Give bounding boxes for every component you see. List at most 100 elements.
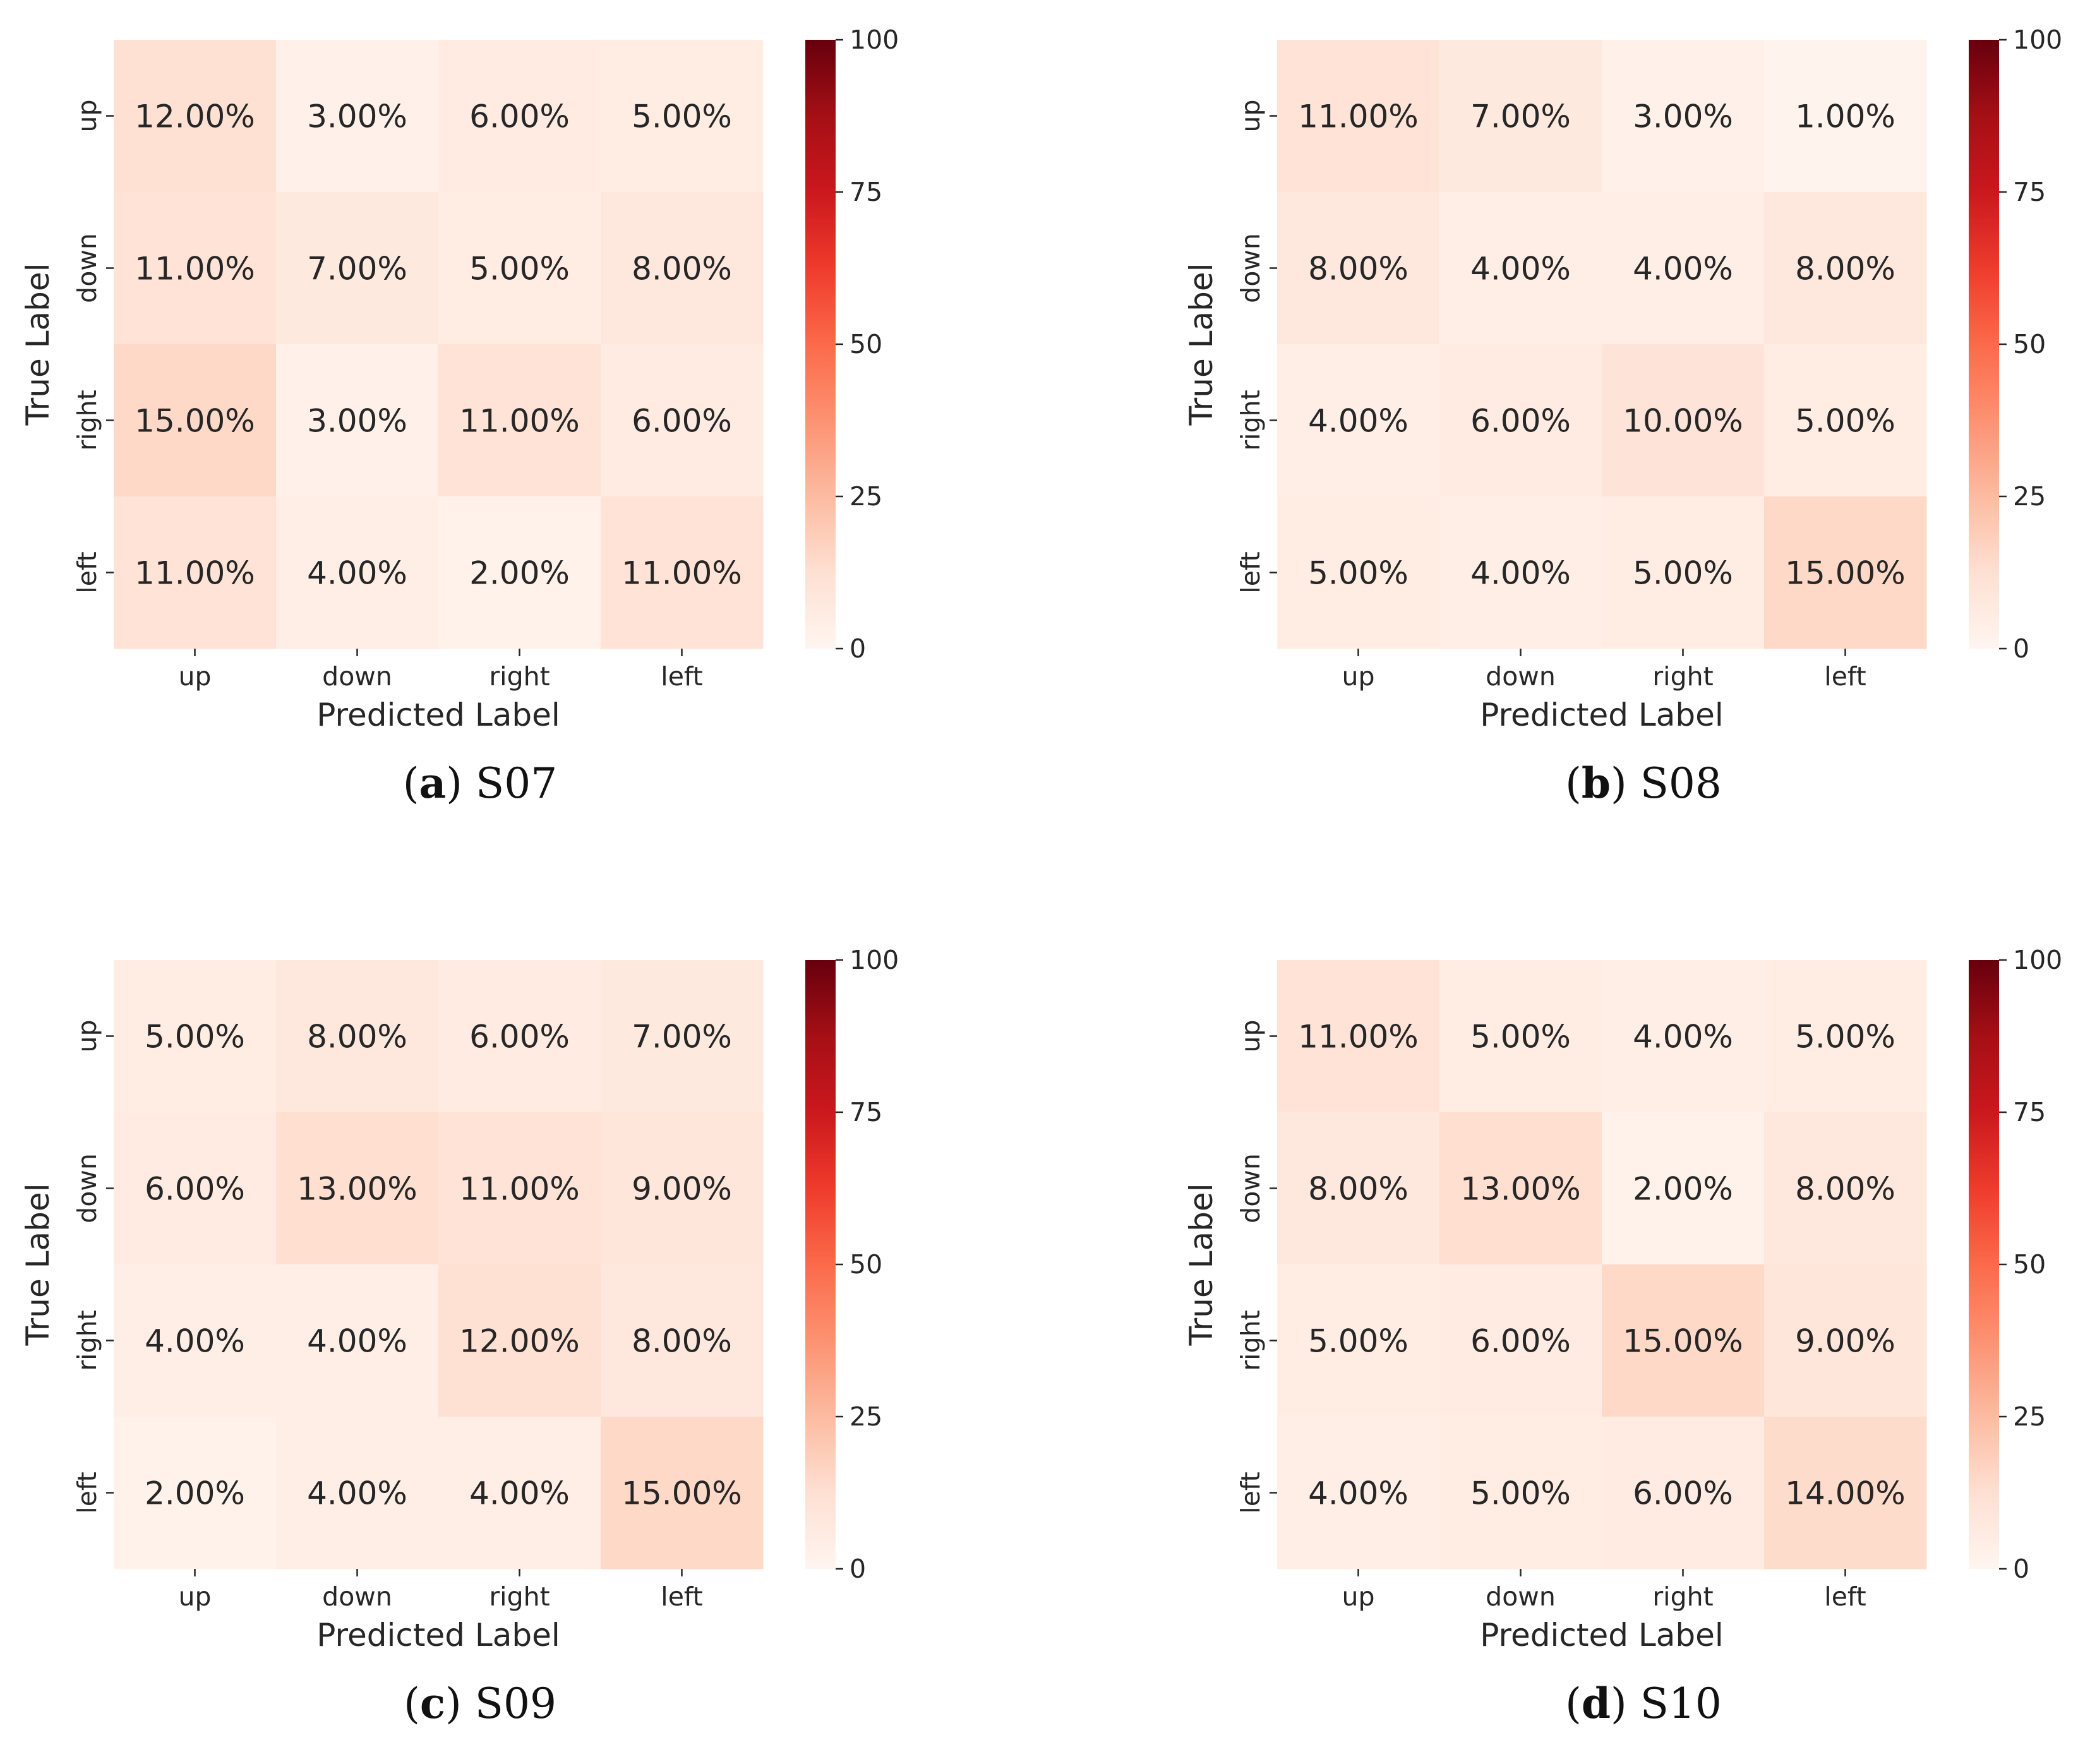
cell-value-label: 4.00% <box>1633 251 1733 287</box>
colorbar-tick-label: 75 <box>850 1097 882 1127</box>
colorbar <box>1969 40 1999 649</box>
panel-letter: a <box>419 759 447 808</box>
heatmap-cell <box>276 960 439 1113</box>
y-tick-label: right <box>1235 1310 1266 1371</box>
y-tick-label: down <box>1235 233 1266 303</box>
cell-value-label: 5.00% <box>1308 1323 1408 1360</box>
heatmap-cell <box>438 1112 601 1265</box>
cell-value-label: 4.00% <box>469 1475 570 1512</box>
colorbar-tick-label: 100 <box>850 945 899 975</box>
panel-caption: (b) S08 <box>1565 759 1722 808</box>
heatmap-cell <box>1764 344 1927 497</box>
heatmap-cell <box>114 1112 277 1265</box>
cell-value-label: 4.00% <box>145 1323 245 1360</box>
cell-value-label: 9.00% <box>632 1171 732 1208</box>
heatmap-cell <box>1602 1417 1765 1569</box>
panel-subject: S08 <box>1640 759 1722 808</box>
heatmap-cell <box>1277 1417 1440 1569</box>
panel-letter: c <box>420 1679 445 1728</box>
y-tick-label: left <box>1235 551 1266 593</box>
x-tick-label: up <box>1342 661 1374 692</box>
heatmap-cell <box>601 960 764 1113</box>
heatmap-cell <box>276 192 439 345</box>
x-axis-title: Predicted Label <box>316 1617 560 1653</box>
cell-value-label: 2.00% <box>469 555 570 592</box>
heatmap-cell <box>438 496 601 649</box>
x-tick-label: down <box>1486 1581 1556 1612</box>
cell-value-label: 7.00% <box>307 251 407 287</box>
cell-value-label: 10.00% <box>1623 403 1743 440</box>
colorbar-tick-label: 0 <box>2013 633 2029 664</box>
cell-value-label: 4.00% <box>1633 1019 1733 1055</box>
y-tick-label: up <box>1235 99 1266 132</box>
cell-value-label: 5.00% <box>1633 555 1733 592</box>
cell-value-label: 6.00% <box>632 403 732 440</box>
cell-value-label: 6.00% <box>469 1019 570 1055</box>
panel-caption: (c) S09 <box>404 1679 556 1728</box>
heatmap-cell <box>438 960 601 1113</box>
cell-value-label: 6.00% <box>469 99 570 135</box>
cell-value-label: 5.00% <box>1795 1019 1895 1055</box>
cell-value-label: 7.00% <box>632 1019 732 1055</box>
heatmap-cell <box>1602 1112 1765 1265</box>
cell-value-label: 2.00% <box>145 1475 245 1512</box>
cell-value-label: 12.00% <box>135 99 255 135</box>
x-tick-label: down <box>1486 661 1556 692</box>
heatmap-cell <box>1277 960 1440 1113</box>
cell-value-label: 3.00% <box>1633 99 1733 135</box>
y-tick-label: right <box>72 390 102 450</box>
heatmap-cell <box>1764 1112 1927 1265</box>
y-tick-label: up <box>1235 1019 1266 1052</box>
cell-value-label: 6.00% <box>1633 1475 1733 1512</box>
cell-value-label: 5.00% <box>632 99 732 135</box>
heatmap-cell <box>1439 1417 1602 1569</box>
heatmap-cell <box>114 1417 277 1569</box>
x-tick-label: right <box>489 661 550 692</box>
heatmap-cell <box>601 1264 764 1417</box>
heatmap-cell <box>1764 960 1927 1113</box>
heatmap-cell <box>1602 960 1765 1113</box>
cell-value-label: 4.00% <box>307 1475 407 1512</box>
cell-value-label: 5.00% <box>1470 1019 1571 1055</box>
colorbar-tick-label: 25 <box>2013 1401 2046 1432</box>
colorbar-tick-label: 75 <box>2013 177 2046 207</box>
colorbar-tick-label: 0 <box>850 1554 866 1584</box>
heatmap-panel-s10: 11.00% 5.00% 4.00% 5.00% 8.00% 13.00% 2.00% 8.0… <box>1183 945 2062 1728</box>
heatmap-cell <box>438 1264 601 1417</box>
heatmap-cell <box>1277 1112 1440 1265</box>
heatmap-cell <box>1439 40 1602 193</box>
cell-value-label: 12.00% <box>459 1323 580 1360</box>
y-axis-title: True Label <box>20 263 56 426</box>
cell-value-label: 3.00% <box>307 99 407 135</box>
y-tick-label: up <box>72 99 102 132</box>
heatmap-cell <box>114 960 277 1113</box>
cell-value-label: 15.00% <box>135 403 255 440</box>
colorbar-tick-label: 25 <box>2013 481 2046 512</box>
cell-value-label: 15.00% <box>1785 555 1906 592</box>
colorbar-tick-label: 25 <box>850 481 882 512</box>
cell-value-label: 2.00% <box>1633 1171 1733 1208</box>
heatmap-cell <box>1764 1264 1927 1417</box>
cell-value-label: 8.00% <box>307 1019 407 1055</box>
cell-value-label: 8.00% <box>1308 251 1408 287</box>
x-tick-label: right <box>489 1581 550 1612</box>
heatmap-cell <box>276 40 439 193</box>
y-tick-label: right <box>1235 390 1266 450</box>
colorbar-tick-label: 100 <box>850 25 899 55</box>
cell-value-label: 13.00% <box>1460 1171 1581 1208</box>
panel-letter: d <box>1582 1679 1611 1728</box>
heatmap-cell <box>114 40 277 193</box>
heatmap-cell <box>1764 496 1927 649</box>
x-tick-label: left <box>661 661 702 692</box>
panel-caption: (d) S10 <box>1565 1679 1722 1728</box>
heatmap-cell <box>1602 40 1765 193</box>
colorbar <box>1969 960 1999 1569</box>
cell-value-label: 1.00% <box>1795 99 1895 135</box>
heatmap-cell <box>1602 344 1765 497</box>
heatmap-cell <box>1764 40 1927 193</box>
cell-value-label: 4.00% <box>1308 403 1408 440</box>
x-axis-title: Predicted Label <box>1480 697 1724 733</box>
x-tick-label: up <box>178 1581 211 1612</box>
cell-value-label: 8.00% <box>1795 251 1895 287</box>
